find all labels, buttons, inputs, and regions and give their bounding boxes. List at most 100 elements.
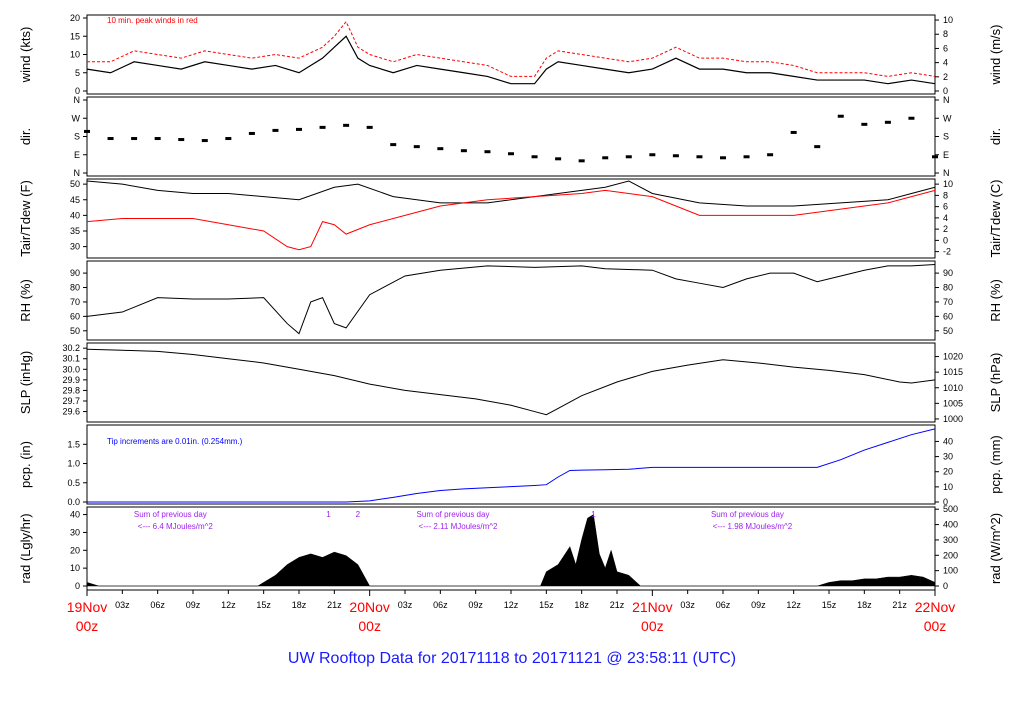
- pcp-right-axis-label: 30: [943, 452, 953, 462]
- dir-point: [319, 125, 326, 129]
- dir-point: [107, 137, 114, 141]
- dir-point: [932, 155, 938, 159]
- wind-left-axis-label: 0: [75, 86, 80, 96]
- dir-right-label: E: [943, 150, 949, 160]
- x-tick-label: 12z: [504, 600, 519, 610]
- x-day-sublabel: 00z: [641, 618, 664, 634]
- x-tick-label: 18z: [857, 600, 872, 610]
- temp-right-axis-label: 10: [943, 179, 953, 189]
- dir-point: [296, 127, 302, 131]
- slp-line: [86, 348, 936, 416]
- temp-right-axis-label: 6: [943, 202, 948, 212]
- slp-left-ylabel: SLP (inHg): [18, 351, 33, 414]
- temp-right-axis-label: 4: [943, 213, 948, 223]
- dir-point: [413, 145, 420, 149]
- dir-left-label: E: [74, 150, 80, 160]
- rad-daysum-line1: Sum of previous day: [134, 510, 207, 519]
- dir-point: [437, 147, 444, 151]
- wind-left-axis-label: 20: [70, 13, 80, 23]
- x-tick-label: 18z: [574, 600, 589, 610]
- slp-right-axis-label: 1015: [943, 367, 963, 377]
- x-day-label: 21Nov: [632, 599, 672, 615]
- dir-left-label: N: [74, 95, 81, 105]
- x-tick-label: 15z: [539, 600, 554, 610]
- rad-right-axis-label: 400: [943, 520, 958, 530]
- pcp-left-axis-label: 0.5: [67, 478, 80, 488]
- pcp-left-ylabel: pcp. (in): [18, 441, 33, 488]
- wind-right-axis-label: 10: [943, 15, 953, 25]
- dir-point: [649, 153, 656, 157]
- x-tick-label: 03z: [398, 600, 413, 610]
- x-tick-label: 12z: [221, 600, 236, 610]
- dir-point: [625, 155, 632, 159]
- temp-left-axis-label: 40: [70, 210, 80, 220]
- rad-left-ylabel: rad (Lgly/hr): [18, 513, 33, 583]
- x-day-sublabel: 00z: [924, 618, 947, 634]
- dir-left-label: W: [72, 113, 81, 123]
- pcp-right-axis-label: 10: [943, 482, 953, 492]
- slp-right-axis-label: 1005: [943, 398, 963, 408]
- slp-right-ylabel: SLP (hPa): [988, 353, 1003, 413]
- dir-point: [767, 153, 774, 157]
- dir-point: [908, 116, 915, 120]
- rad-left-axis-label: 10: [70, 563, 80, 573]
- rad-right-axis-label: 300: [943, 535, 958, 545]
- dewpoint-line: [86, 189, 936, 251]
- wind-left-ylabel: wind (kts): [18, 27, 33, 84]
- dir-point: [837, 114, 844, 118]
- panel-frame-wind: [86, 14, 936, 95]
- temp-left-axis-label: 35: [70, 226, 80, 236]
- rh-left-axis-label: 90: [70, 268, 80, 278]
- dir-point: [201, 139, 208, 143]
- panel-frame-dir: [86, 96, 936, 177]
- dir-point: [672, 154, 679, 158]
- rad-left-axis-label: 0: [75, 581, 80, 591]
- wind-right-axis-label: 8: [943, 29, 948, 39]
- panel-frame-temp: [86, 178, 936, 259]
- panel-frame-slp: [86, 342, 936, 423]
- rad-left-axis-label: 20: [70, 545, 80, 555]
- rh-left-ylabel: RH (%): [18, 279, 33, 322]
- dir-right-ylabel: dir.: [988, 128, 1003, 145]
- temp-left-ylabel: Tair/Tdew (F): [18, 180, 33, 257]
- rad-right-axis-label: 100: [943, 566, 958, 576]
- panel-frame-pcp: [86, 424, 936, 505]
- dir-point: [861, 122, 868, 126]
- slp-right-axis-label: 1020: [943, 352, 963, 362]
- pcp-right-axis-label: 40: [943, 436, 953, 446]
- x-tick-label: 09z: [468, 600, 483, 610]
- rad-right-ylabel: rad (W/m^2): [988, 513, 1003, 584]
- dir-point: [484, 150, 491, 154]
- wind-right-axis-label: 0: [943, 86, 948, 96]
- rad-right-axis-label: 0: [943, 581, 948, 591]
- pcp-line: [87, 428, 936, 503]
- wind-right-axis-label: 6: [943, 43, 948, 53]
- pcp-right-axis-label: 20: [943, 467, 953, 477]
- wind-left-axis-label: 10: [70, 50, 80, 60]
- rad-left-axis-label: 30: [70, 527, 80, 537]
- x-tick-label: 09z: [751, 600, 766, 610]
- rad-right-axis-label: 500: [943, 504, 958, 514]
- temp-left-axis-label: 50: [70, 179, 80, 189]
- dir-point: [460, 149, 467, 153]
- dir-point: [743, 155, 750, 159]
- dir-left-label: N: [74, 168, 81, 178]
- rh-right-axis-label: 70: [943, 297, 953, 307]
- dir-point: [814, 145, 821, 149]
- wind-right-ylabel: wind (m/s): [988, 25, 1003, 86]
- dir-point: [225, 137, 232, 141]
- temp-right-axis-label: -2: [943, 247, 951, 257]
- dir-point: [508, 152, 514, 156]
- rad-daysum-line2: <--- 1.98 MJoules/m^2: [713, 522, 793, 531]
- x-tick-label: 03z: [680, 600, 695, 610]
- dir-point: [390, 143, 397, 147]
- dir-point: [790, 130, 797, 134]
- slp-left-axis-label: 30.1: [62, 354, 80, 364]
- dir-point: [248, 131, 255, 135]
- pcp-left-axis-label: 1.5: [67, 439, 80, 449]
- dir-point: [720, 156, 726, 160]
- panel-frame-rad: [86, 506, 936, 591]
- rh-left-axis-label: 60: [70, 311, 80, 321]
- dir-point: [343, 123, 350, 127]
